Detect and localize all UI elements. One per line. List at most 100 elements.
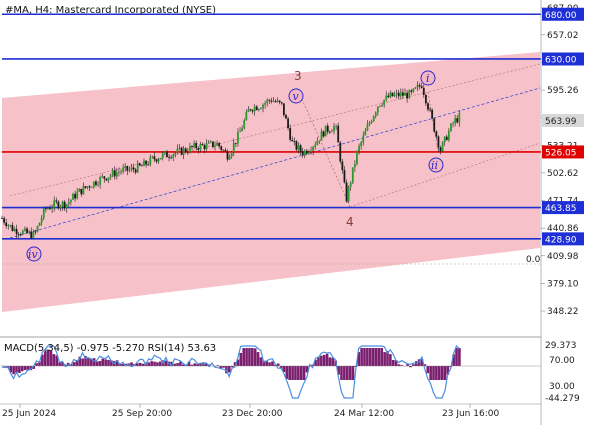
candle-body	[126, 165, 129, 171]
macd-bar	[297, 366, 300, 380]
time-tick-label: 25 Sep 20:00	[112, 409, 172, 419]
price-tick-label: 348.22	[547, 307, 579, 317]
macd-bar	[55, 355, 59, 366]
candle-body	[224, 149, 227, 152]
macd-bar	[351, 366, 355, 380]
macd-bar	[92, 358, 96, 366]
candle-body	[418, 85, 421, 87]
macd-bar	[291, 366, 294, 380]
candle-body	[399, 92, 402, 97]
candle-body	[274, 101, 277, 102]
candle-body	[280, 102, 283, 104]
rsi-tick-70: 70.00	[549, 356, 575, 366]
macd-bar	[222, 366, 225, 368]
candle-body	[257, 109, 260, 111]
price-tick-label: 379.10	[547, 279, 579, 289]
price-tick-label: 502.62	[547, 169, 579, 179]
macd-bar	[20, 366, 24, 372]
candle-body	[143, 160, 145, 167]
macd-bar	[328, 357, 332, 366]
level-badge-label: 526.05	[545, 148, 577, 158]
macd-bar	[32, 366, 36, 369]
candle-body	[9, 225, 12, 226]
candle-body	[278, 100, 281, 103]
macd-bar	[135, 363, 139, 366]
candle-body	[387, 95, 390, 98]
macd-bar	[374, 348, 378, 366]
candle-body	[80, 188, 83, 195]
macd-bar	[219, 366, 222, 369]
candle-body	[124, 165, 127, 168]
macd-bar	[173, 363, 176, 366]
candle-body	[431, 109, 434, 119]
candle-body	[335, 125, 338, 127]
candle-body	[212, 141, 214, 147]
candle-body	[312, 146, 315, 151]
macd-bar	[389, 354, 392, 366]
macd-bar	[95, 361, 99, 366]
macd-bar	[377, 348, 381, 366]
macd-bar	[259, 357, 263, 366]
candle-body	[397, 92, 400, 97]
candle-body	[201, 144, 204, 146]
macd-bar	[239, 353, 243, 366]
candle-body	[458, 113, 461, 123]
time-tick-label: 25 Jun 2024	[2, 409, 56, 419]
current-price-tag	[542, 114, 584, 127]
macd-bar	[72, 362, 76, 366]
candle-body	[416, 85, 419, 88]
price-axis-ticks: 687.00657.02626.04595.26563.99533.21502.…	[541, 4, 579, 317]
candle-body	[216, 142, 218, 146]
candle-body	[331, 131, 333, 133]
candle-body	[395, 92, 398, 95]
macd-bar	[397, 364, 401, 366]
macd-bar	[26, 366, 30, 371]
candle-body	[420, 86, 423, 88]
candle-body	[249, 109, 252, 111]
macd-bar	[101, 358, 105, 366]
time-axis-ticks: 25 Jun 2024 25 Sep 20:00 23 Dec 20:00 24 Ma…	[2, 404, 499, 419]
candle-body	[282, 103, 285, 116]
candle-body	[374, 112, 377, 117]
svg-text:v: v	[293, 90, 300, 103]
candle-body	[90, 187, 93, 188]
candle-body	[149, 157, 152, 165]
candle-body	[82, 186, 85, 195]
level-badge	[542, 201, 584, 215]
macd-bar	[455, 348, 458, 366]
candle-body	[178, 147, 181, 149]
macd-bar	[412, 364, 415, 366]
candle-body	[266, 99, 269, 104]
candle-body	[182, 148, 185, 155]
macd-bar	[426, 366, 430, 374]
candle-body	[243, 120, 246, 129]
macd-bar	[190, 364, 194, 366]
candle-body	[272, 101, 275, 102]
candle-body	[366, 124, 369, 131]
candle-body	[389, 92, 392, 98]
rsi-line	[1, 344, 460, 399]
macd-bar	[274, 364, 277, 366]
candle-body	[251, 110, 254, 112]
candle-body	[111, 170, 114, 176]
candle-body	[189, 145, 191, 153]
macd-bar	[446, 366, 450, 375]
candle-body	[136, 163, 139, 173]
macd-bar	[299, 366, 303, 380]
macd-bar	[360, 348, 363, 366]
macd-bar	[322, 354, 326, 366]
candle-body	[353, 163, 356, 168]
candle-body	[174, 152, 177, 155]
macd-bar	[256, 352, 260, 366]
candle-body	[324, 125, 327, 137]
candle-body	[115, 172, 118, 177]
candle-body	[393, 94, 396, 97]
level-badge-label: 428.90	[545, 235, 577, 245]
price-series	[1, 81, 461, 240]
macd-bar	[156, 362, 159, 366]
candle-body	[230, 152, 233, 157]
candle-body	[437, 136, 440, 148]
candle-body	[7, 225, 10, 227]
candle-body	[276, 100, 279, 102]
